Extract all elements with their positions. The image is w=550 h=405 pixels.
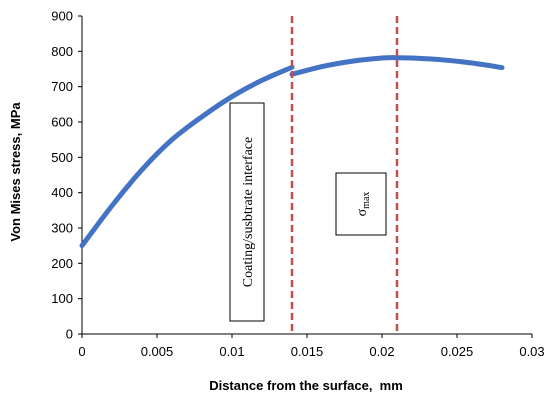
y-tick-label: 900	[51, 9, 73, 24]
sigma-max-annotation-text: σmax	[355, 192, 372, 217]
y-tick-label: 600	[51, 115, 73, 130]
x-tick-label: 0.02	[369, 344, 394, 359]
x-tick-label: 0.03	[519, 344, 544, 359]
y-tick-label: 500	[51, 150, 73, 165]
series-lines	[79, 55, 505, 249]
reference-lines	[290, 16, 399, 334]
y-axis-title: Von Mises stress, MPa	[8, 102, 23, 242]
y-tick-label: 400	[51, 185, 73, 200]
y-tick-labels: 0 100 200 300 400 500 600 700 800 900	[51, 9, 73, 342]
x-tick-label: 0.005	[141, 344, 174, 359]
y-tick-label: 0	[66, 327, 73, 342]
interface-annotation-box	[229, 102, 265, 322]
y-tick-label: 700	[51, 79, 73, 94]
sigma-subscript: max	[361, 192, 372, 209]
y-tick-label: 300	[51, 221, 73, 236]
y-tick-label: 100	[51, 291, 73, 306]
sigma-symbol: σ	[355, 208, 370, 216]
interface-annotation-text: Coating/susbtrate interface	[241, 137, 256, 287]
axes	[78, 15, 533, 338]
y-tick-label: 200	[51, 256, 73, 271]
x-tick-label: 0.01	[219, 344, 244, 359]
sigma-max-annotation-box	[335, 172, 387, 236]
x-tick-label: 0.025	[441, 344, 474, 359]
x-tick-labels: 0 0.005 0.01 0.015 0.02 0.025 0.03	[78, 344, 544, 359]
y-tick-label: 800	[51, 44, 73, 59]
x-axis-title: Distance from the surface, mm	[209, 378, 403, 393]
x-tick-label: 0	[78, 344, 85, 359]
x-tick-label: 0.015	[291, 344, 324, 359]
series-line-segment	[79, 64, 295, 249]
